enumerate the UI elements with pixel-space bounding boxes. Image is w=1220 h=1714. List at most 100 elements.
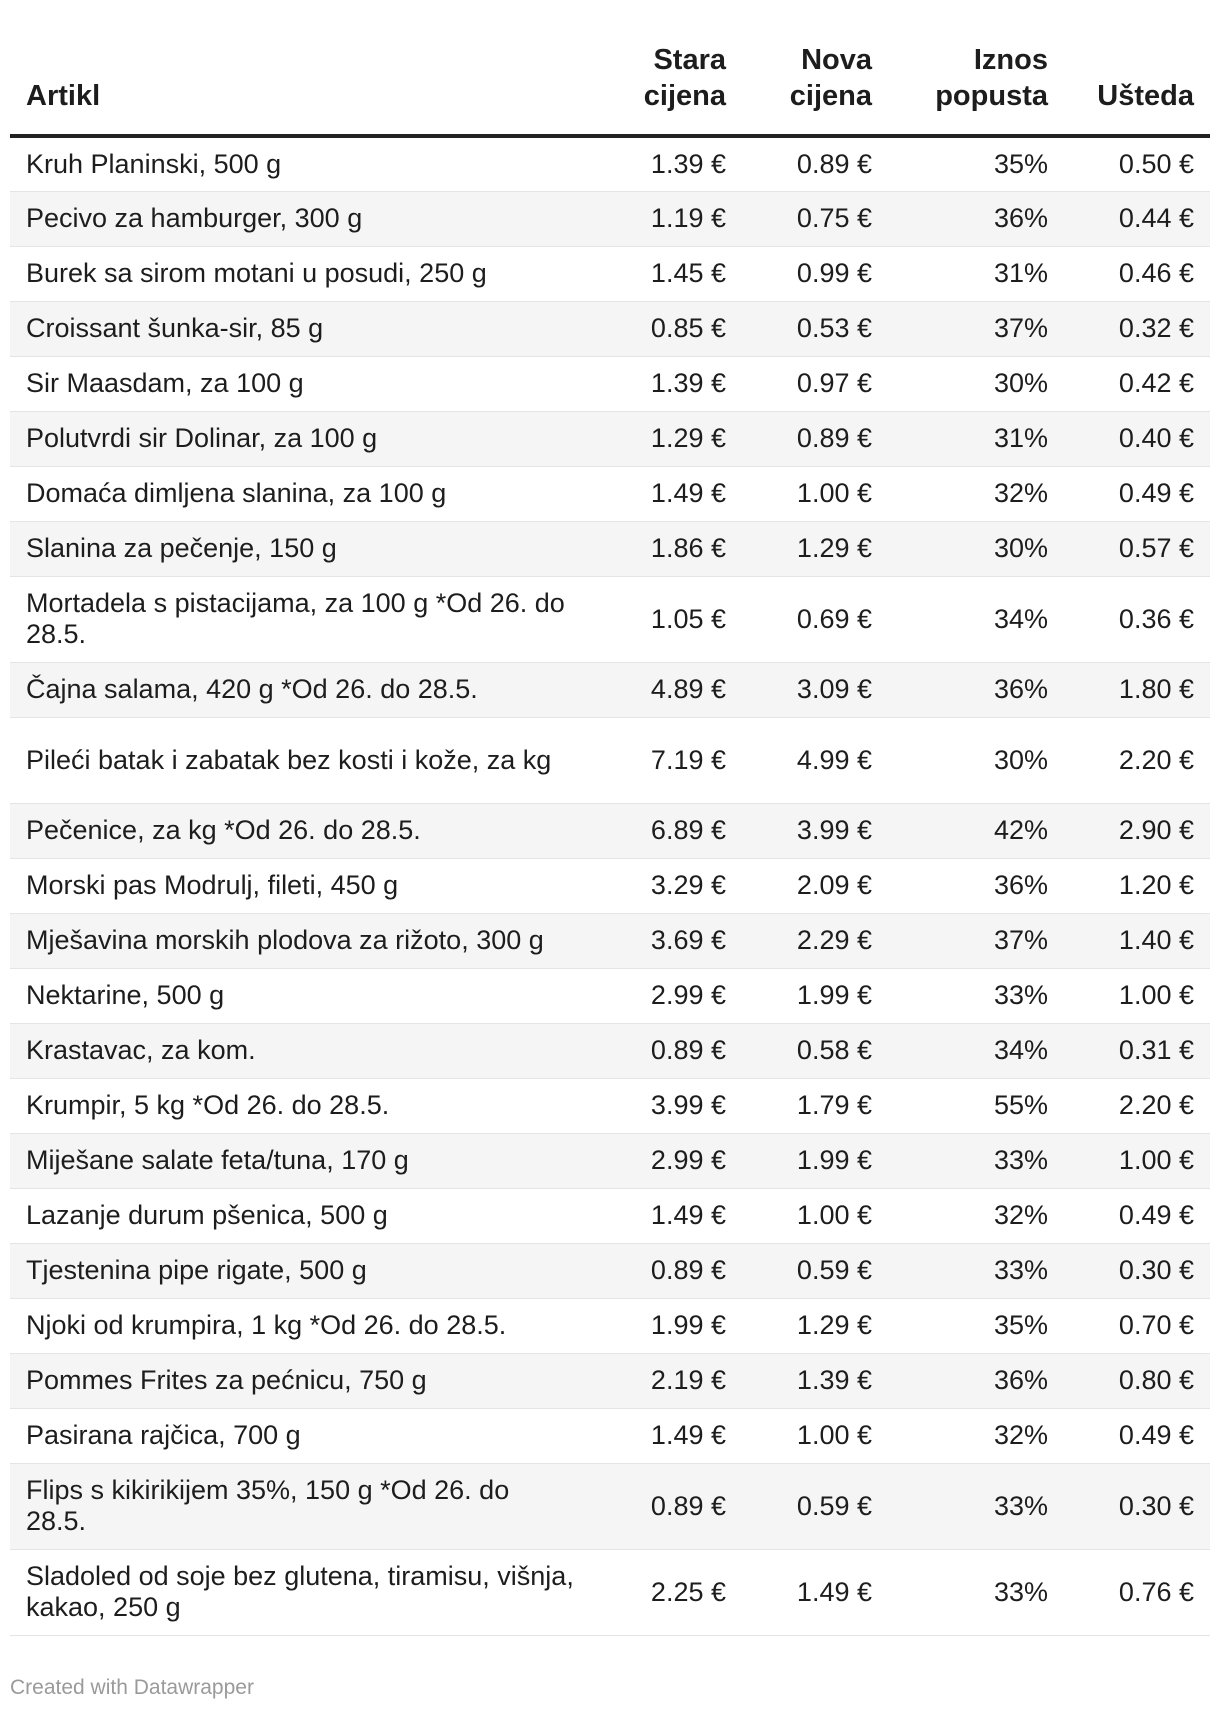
cell-artikl: Sir Maasdam, za 100 g xyxy=(10,356,592,412)
cell-nova-cijena: 1.99 € xyxy=(742,968,888,1024)
cell-iznos-popusta: 33% xyxy=(888,1549,1064,1636)
cell-iznos-popusta: 32% xyxy=(888,466,1064,522)
table-row: Lazanje durum pšenica, 500 g 1.49 € 1.00… xyxy=(10,1188,1210,1244)
cell-artikl: Nektarine, 500 g xyxy=(10,968,592,1024)
datawrapper-credit[interactable]: Created with Datawrapper xyxy=(10,1676,254,1699)
cell-artikl: Mortadela s pistacijama, za 100 g *Od 26… xyxy=(10,576,592,663)
table-row: Pommes Frites za pećnicu, 750 g 2.19 € 1… xyxy=(10,1353,1210,1409)
cell-usteda: 0.49 € xyxy=(1064,1408,1210,1464)
cell-artikl: Burek sa sirom motani u posudi, 250 g xyxy=(10,246,592,302)
cell-iznos-popusta: 33% xyxy=(888,1463,1064,1550)
price-table-container: Artikl Stara cijena Nova cijena Iznos po… xyxy=(10,0,1210,1636)
cell-artikl: Pečenice, za kg *Od 26. do 28.5. xyxy=(10,803,592,859)
cell-usteda: 0.49 € xyxy=(1064,466,1210,522)
cell-usteda: 2.90 € xyxy=(1064,803,1210,859)
cell-iznos-popusta: 55% xyxy=(888,1078,1064,1134)
cell-artikl: Krastavac, za kom. xyxy=(10,1023,592,1079)
table-row: Domaća dimljena slanina, za 100 g 1.49 €… xyxy=(10,466,1210,522)
cell-iznos-popusta: 37% xyxy=(888,913,1064,969)
cell-nova-cijena: 2.29 € xyxy=(742,913,888,969)
header-nova-cijena[interactable]: Nova cijena xyxy=(742,0,888,138)
cell-iznos-popusta: 31% xyxy=(888,411,1064,467)
header-stara-cijena[interactable]: Stara cijena xyxy=(592,0,742,138)
cell-iznos-popusta: 32% xyxy=(888,1408,1064,1464)
cell-stara-cijena: 3.99 € xyxy=(592,1078,742,1134)
header-artikl[interactable]: Artikl xyxy=(10,0,592,138)
header-iznos-popusta[interactable]: Iznos popusta xyxy=(888,0,1064,138)
cell-iznos-popusta: 33% xyxy=(888,1133,1064,1189)
table-row: Pečenice, za kg *Od 26. do 28.5. 6.89 € … xyxy=(10,803,1210,859)
cell-iznos-popusta: 34% xyxy=(888,576,1064,663)
cell-iznos-popusta: 36% xyxy=(888,191,1064,247)
cell-artikl: Krumpir, 5 kg *Od 26. do 28.5. xyxy=(10,1078,592,1134)
cell-usteda: 0.30 € xyxy=(1064,1463,1210,1550)
cell-nova-cijena: 1.79 € xyxy=(742,1078,888,1134)
cell-artikl: Tjestenina pipe rigate, 500 g xyxy=(10,1243,592,1299)
cell-usteda: 1.80 € xyxy=(1064,662,1210,718)
cell-artikl: Pasirana rajčica, 700 g xyxy=(10,1408,592,1464)
cell-usteda: 2.20 € xyxy=(1064,717,1210,804)
cell-iznos-popusta: 35% xyxy=(888,136,1064,192)
cell-iznos-popusta: 30% xyxy=(888,717,1064,804)
table-row: Čajna salama, 420 g *Od 26. do 28.5. 4.8… xyxy=(10,662,1210,718)
table-row: Flips s kikirikijem 35%, 150 g *Od 26. d… xyxy=(10,1463,1210,1550)
cell-nova-cijena: 1.00 € xyxy=(742,1408,888,1464)
cell-artikl: Pileći batak i zabatak bez kosti i kože,… xyxy=(10,717,592,804)
table-row: Pileći batak i zabatak bez kosti i kože,… xyxy=(10,717,1210,804)
cell-usteda: 0.50 € xyxy=(1064,136,1210,192)
cell-stara-cijena: 1.99 € xyxy=(592,1298,742,1354)
cell-artikl: Croissant šunka-sir, 85 g xyxy=(10,301,592,357)
discount-table: Artikl Stara cijena Nova cijena Iznos po… xyxy=(10,0,1210,1636)
cell-usteda: 0.80 € xyxy=(1064,1353,1210,1409)
cell-stara-cijena: 6.89 € xyxy=(592,803,742,859)
cell-artikl: Miješane salate feta/tuna, 170 g xyxy=(10,1133,592,1189)
table-body: Kruh Planinski, 500 g 1.39 € 0.89 € 35% … xyxy=(10,136,1210,1636)
cell-stara-cijena: 0.89 € xyxy=(592,1243,742,1299)
header-usteda[interactable]: Ušteda xyxy=(1064,0,1210,138)
cell-usteda: 0.36 € xyxy=(1064,576,1210,663)
table-row: Croissant šunka-sir, 85 g 0.85 € 0.53 € … xyxy=(10,301,1210,357)
cell-stara-cijena: 4.89 € xyxy=(592,662,742,718)
cell-usteda: 0.44 € xyxy=(1064,191,1210,247)
table-row: Miješane salate feta/tuna, 170 g 2.99 € … xyxy=(10,1133,1210,1189)
cell-nova-cijena: 0.58 € xyxy=(742,1023,888,1079)
cell-artikl: Pecivo za hamburger, 300 g xyxy=(10,191,592,247)
cell-stara-cijena: 1.86 € xyxy=(592,521,742,577)
cell-iznos-popusta: 32% xyxy=(888,1188,1064,1244)
cell-artikl: Pommes Frites za pećnicu, 750 g xyxy=(10,1353,592,1409)
cell-stara-cijena: 0.89 € xyxy=(592,1463,742,1550)
cell-nova-cijena: 0.53 € xyxy=(742,301,888,357)
cell-artikl: Čajna salama, 420 g *Od 26. do 28.5. xyxy=(10,662,592,718)
table-header: Artikl Stara cijena Nova cijena Iznos po… xyxy=(10,0,1210,138)
cell-iznos-popusta: 34% xyxy=(888,1023,1064,1079)
cell-usteda: 1.00 € xyxy=(1064,1133,1210,1189)
cell-stara-cijena: 2.99 € xyxy=(592,968,742,1024)
cell-nova-cijena: 3.09 € xyxy=(742,662,888,718)
cell-nova-cijena: 1.49 € xyxy=(742,1549,888,1636)
cell-iznos-popusta: 36% xyxy=(888,662,1064,718)
cell-nova-cijena: 0.99 € xyxy=(742,246,888,302)
table-row: Nektarine, 500 g 2.99 € 1.99 € 33% 1.00 … xyxy=(10,968,1210,1024)
cell-usteda: 0.46 € xyxy=(1064,246,1210,302)
cell-usteda: 0.49 € xyxy=(1064,1188,1210,1244)
cell-nova-cijena: 0.89 € xyxy=(742,136,888,192)
cell-stara-cijena: 1.39 € xyxy=(592,356,742,412)
cell-stara-cijena: 7.19 € xyxy=(592,717,742,804)
table-row: Mortadela s pistacijama, za 100 g *Od 26… xyxy=(10,576,1210,663)
cell-iznos-popusta: 35% xyxy=(888,1298,1064,1354)
table-row: Krumpir, 5 kg *Od 26. do 28.5. 3.99 € 1.… xyxy=(10,1078,1210,1134)
table-row: Sir Maasdam, za 100 g 1.39 € 0.97 € 30% … xyxy=(10,356,1210,412)
table-row: Tjestenina pipe rigate, 500 g 0.89 € 0.5… xyxy=(10,1243,1210,1299)
cell-nova-cijena: 0.97 € xyxy=(742,356,888,412)
cell-usteda: 0.32 € xyxy=(1064,301,1210,357)
cell-nova-cijena: 0.69 € xyxy=(742,576,888,663)
cell-iznos-popusta: 31% xyxy=(888,246,1064,302)
cell-iznos-popusta: 36% xyxy=(888,858,1064,914)
cell-stara-cijena: 0.89 € xyxy=(592,1023,742,1079)
cell-nova-cijena: 4.99 € xyxy=(742,717,888,804)
cell-nova-cijena: 3.99 € xyxy=(742,803,888,859)
cell-stara-cijena: 1.49 € xyxy=(592,1188,742,1244)
cell-stara-cijena: 0.85 € xyxy=(592,301,742,357)
cell-iznos-popusta: 30% xyxy=(888,521,1064,577)
cell-nova-cijena: 2.09 € xyxy=(742,858,888,914)
